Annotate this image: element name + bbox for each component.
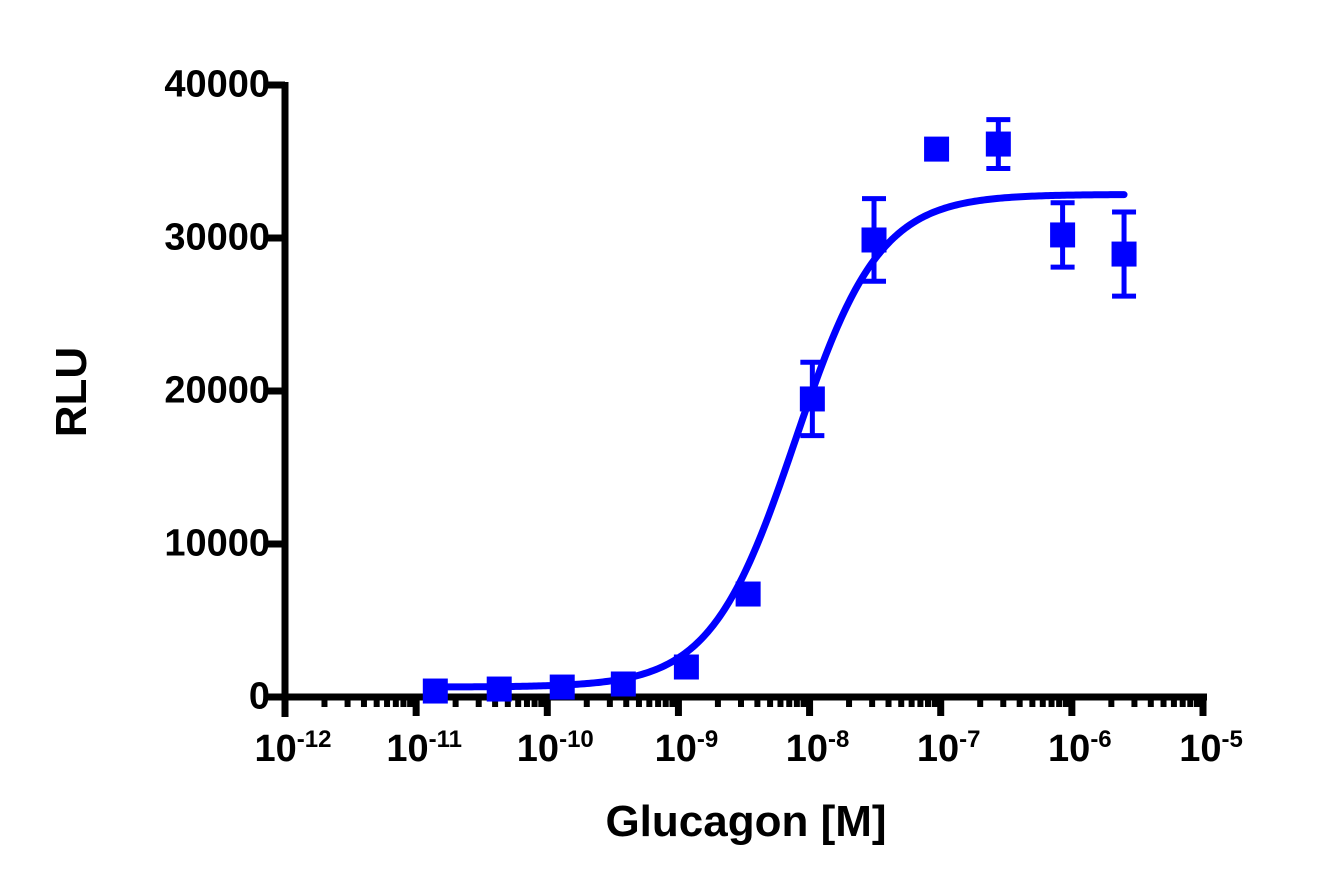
square-marker (985, 131, 1011, 157)
data-point (610, 671, 636, 697)
data-point (861, 196, 887, 284)
y-tick-label: 0 (248, 675, 270, 718)
y-tick-label: 10000 (164, 522, 270, 565)
data-point (735, 581, 761, 607)
square-marker (422, 678, 448, 704)
x-tick-label: 10-11 (386, 726, 462, 770)
data-point (549, 674, 575, 700)
square-marker (610, 671, 636, 697)
data-point (985, 117, 1011, 172)
y-tick-label: 40000 (164, 63, 270, 106)
square-marker (486, 676, 512, 702)
x-axis-label: Glucagon [M] (605, 797, 887, 846)
x-tick-label: 10-6 (1048, 726, 1112, 770)
data-point (486, 676, 512, 702)
data-point (1050, 200, 1076, 270)
data-point (673, 654, 699, 680)
square-marker (799, 386, 825, 412)
data-point (799, 359, 825, 439)
square-marker (1050, 222, 1076, 248)
square-marker (924, 136, 950, 162)
square-marker (673, 654, 699, 680)
square-marker (861, 227, 887, 253)
square-marker (1111, 241, 1137, 267)
square-marker (735, 581, 761, 607)
data-points (422, 117, 1137, 704)
x-tick-label: 10-5 (1179, 726, 1243, 770)
y-tick-label: 20000 (164, 369, 270, 412)
x-tick-label: 10-9 (654, 726, 719, 770)
data-point (924, 136, 950, 162)
square-marker (549, 674, 575, 700)
y-axis-label: RLU (47, 346, 96, 438)
y-tick-label: 30000 (164, 216, 270, 259)
x-tick-label: 10-10 (516, 726, 594, 770)
data-point (422, 678, 448, 704)
data-point (1111, 209, 1137, 299)
x-tick-label: 10-8 (785, 726, 850, 770)
x-tick-label: 10-12 (254, 726, 332, 770)
x-tick-label: 10-7 (916, 726, 981, 770)
fit-curve (431, 191, 1128, 691)
axes (267, 81, 1207, 717)
